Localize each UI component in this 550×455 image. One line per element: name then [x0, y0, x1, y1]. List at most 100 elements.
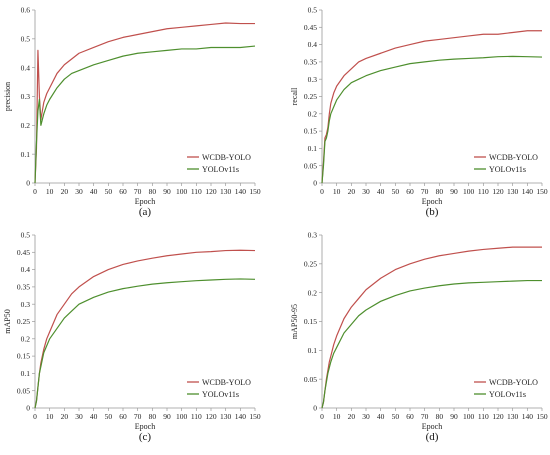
x-tick-label: 140	[235, 412, 247, 421]
y-tick-label: 0.05	[304, 375, 317, 384]
x-tick-label: 140	[235, 187, 247, 196]
x-tick-label: 120	[205, 187, 217, 196]
y-tick-label: 0	[313, 179, 317, 188]
y-tick-label: 0.2	[308, 288, 318, 297]
x-tick-label: 40	[377, 412, 385, 421]
x-tick-label: 60	[119, 187, 127, 196]
y-tick-label: 0.3	[21, 300, 31, 309]
legend-label: YOLOv11s	[489, 390, 526, 399]
x-tick-label: 140	[522, 187, 534, 196]
y-tick-label: 0.4	[308, 40, 318, 49]
x-tick-label: 40	[90, 187, 98, 196]
y-tick-label: 0	[26, 179, 30, 188]
x-tick-label: 150	[536, 412, 548, 421]
x-tick-label: 100	[463, 187, 475, 196]
x-tick-label: 30	[75, 412, 83, 421]
x-tick-label: 90	[163, 187, 171, 196]
x-tick-label: 10	[46, 187, 54, 196]
y-tick-label: 0.4	[21, 265, 31, 274]
x-tick-label: 0	[320, 187, 324, 196]
y-tick-label: 0.2	[308, 109, 318, 118]
panel-caption: (b)	[426, 206, 439, 218]
x-axis-label: Epoch	[135, 422, 155, 431]
x-tick-label: 30	[75, 187, 83, 196]
series-line-wcdb-yolo	[321, 246, 542, 409]
y-tick-label: 0.3	[308, 75, 318, 84]
x-tick-label: 150	[249, 187, 261, 196]
y-tick-label: 0.25	[304, 92, 317, 101]
series-line-yolov11s	[34, 278, 256, 409]
y-axis-label: mAP50-95	[290, 304, 299, 339]
y-tick-label: 0.1	[308, 144, 318, 153]
x-tick-label: 80	[149, 412, 157, 421]
chart-panel-c: 0 10 20 30 40 50 60 70 80 90 100 110 120 130 140 150 0 0.…	[3, 231, 261, 443]
y-tick-label: 0.45	[304, 23, 317, 32]
y-tick-label: 0.45	[17, 248, 30, 257]
x-tick-label: 50	[105, 412, 113, 421]
y-tick-label: 0.5	[21, 34, 31, 43]
x-tick-label: 0	[33, 187, 37, 196]
x-tick-label: 120	[492, 412, 504, 421]
x-axis-label: Epoch	[422, 422, 442, 431]
series-line-yolov11s	[321, 279, 542, 409]
x-tick-label: 50	[105, 187, 113, 196]
x-tick-label: 110	[478, 412, 489, 421]
x-tick-label: 30	[362, 412, 370, 421]
x-tick-label: 110	[191, 412, 202, 421]
x-tick-label: 50	[392, 187, 400, 196]
x-axis-label: Epoch	[135, 197, 155, 206]
panel-caption: (d)	[426, 431, 439, 443]
x-tick-label: 100	[176, 187, 188, 196]
y-tick-label: 0.1	[21, 369, 31, 378]
x-tick-label: 90	[163, 412, 171, 421]
x-tick-label: 0	[33, 412, 37, 421]
chart-panel-b: 0 10 20 30 40 50 60 70 80 90 100 110 120 130 140 150 0 0.…	[290, 6, 548, 218]
x-tick-label: 70	[421, 412, 429, 421]
x-tick-label: 110	[478, 187, 489, 196]
y-tick-label: 0.1	[21, 150, 31, 159]
y-tick-label: 0.15	[17, 352, 30, 361]
panel-caption: (a)	[139, 206, 152, 218]
x-tick-label: 90	[450, 412, 458, 421]
panel-caption: (c)	[139, 431, 152, 443]
y-axis-label: recall	[290, 87, 299, 106]
y-tick-label: 0.25	[304, 259, 317, 268]
y-tick-label: 0.25	[17, 317, 30, 326]
x-tick-label: 70	[421, 187, 429, 196]
legend-label: WCDB-YOLO	[489, 153, 538, 162]
chart-panel-a: 0 10 20 30 40 50 60 70 80 90 100 110 120 130 140 150 0 0.…	[3, 6, 261, 218]
legend-label: YOLOv11s	[489, 165, 526, 174]
x-tick-label: 140	[522, 412, 534, 421]
x-tick-label: 80	[149, 187, 157, 196]
y-tick-label: 0.3	[308, 231, 318, 240]
chart-panel-d: 0 10 20 30 40 50 60 70 80 90 100 110 120 130 140 150 0 0.…	[290, 231, 548, 443]
y-tick-label: 0.2	[21, 334, 31, 343]
x-tick-label: 130	[220, 187, 232, 196]
x-tick-label: 130	[507, 187, 519, 196]
series-line-yolov11s	[321, 55, 543, 184]
legend-label: WCDB-YOLO	[489, 378, 538, 387]
y-tick-label: 0.35	[304, 58, 317, 67]
x-axis-label: Epoch	[422, 197, 442, 206]
legend-label: YOLOv11s	[202, 165, 239, 174]
x-tick-label: 80	[436, 187, 444, 196]
legend-label: WCDB-YOLO	[202, 378, 251, 387]
y-axis-label: precision	[3, 82, 12, 111]
y-tick-label: 0	[313, 404, 317, 413]
x-tick-label: 120	[492, 187, 504, 196]
x-tick-label: 60	[406, 412, 414, 421]
x-tick-label: 10	[333, 187, 341, 196]
legend-label: WCDB-YOLO	[202, 153, 251, 162]
x-tick-label: 70	[134, 187, 142, 196]
x-tick-label: 90	[450, 187, 458, 196]
x-tick-label: 150	[249, 412, 261, 421]
y-tick-label: 0.5	[308, 6, 318, 15]
y-tick-label: 0.35	[17, 283, 30, 292]
y-tick-label: 0.2	[21, 121, 31, 130]
y-tick-label: 0.4	[21, 63, 31, 72]
y-tick-label: 0	[26, 404, 30, 413]
x-tick-label: 110	[191, 187, 202, 196]
x-tick-label: 20	[61, 412, 69, 421]
y-tick-label: 0.15	[304, 127, 317, 136]
